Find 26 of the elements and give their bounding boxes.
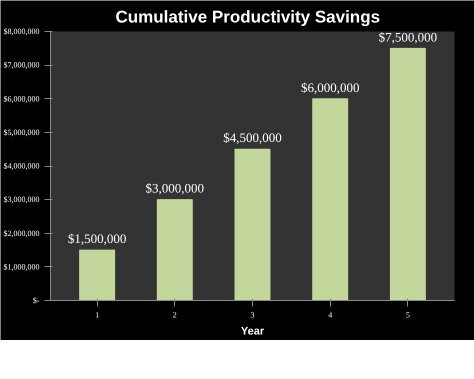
y-tick-label: $4,000,000: [4, 162, 40, 170]
data-label: $6,000,000: [300, 80, 360, 95]
data-label: $4,500,000: [223, 130, 282, 146]
y-tick-label: $5,000,000: [4, 128, 40, 137]
data-label: $3,000,000: [146, 180, 204, 196]
y-tick-label: $6,000,000: [4, 94, 40, 104]
data-label: $1,500,000: [68, 231, 126, 246]
bar: [234, 148, 270, 300]
x-tick-label: 4: [328, 310, 332, 320]
bar: [79, 250, 116, 300]
x-tick-label: 3: [250, 310, 254, 320]
x-tick-label: 5: [406, 310, 410, 320]
x-tick-label: 1: [95, 310, 100, 320]
chart-title: Cumulative Productivity Savings: [116, 8, 380, 26]
y-tick-label: $-: [32, 296, 40, 305]
y-tick-label: $2,000,000: [4, 228, 40, 238]
bar: [312, 98, 348, 300]
data-label: $7,500,000: [378, 29, 438, 44]
y-tick-label: $8,000,000: [4, 27, 40, 36]
x-tick-label: 2: [172, 310, 177, 320]
bar: [156, 199, 193, 300]
y-tick-label: $3,000,000: [4, 195, 40, 204]
y-tick-label: $1,000,000: [4, 262, 40, 272]
y-tick-label: $7,000,000: [4, 60, 40, 70]
x-axis-title: Year: [240, 326, 265, 338]
bar: [390, 48, 426, 300]
